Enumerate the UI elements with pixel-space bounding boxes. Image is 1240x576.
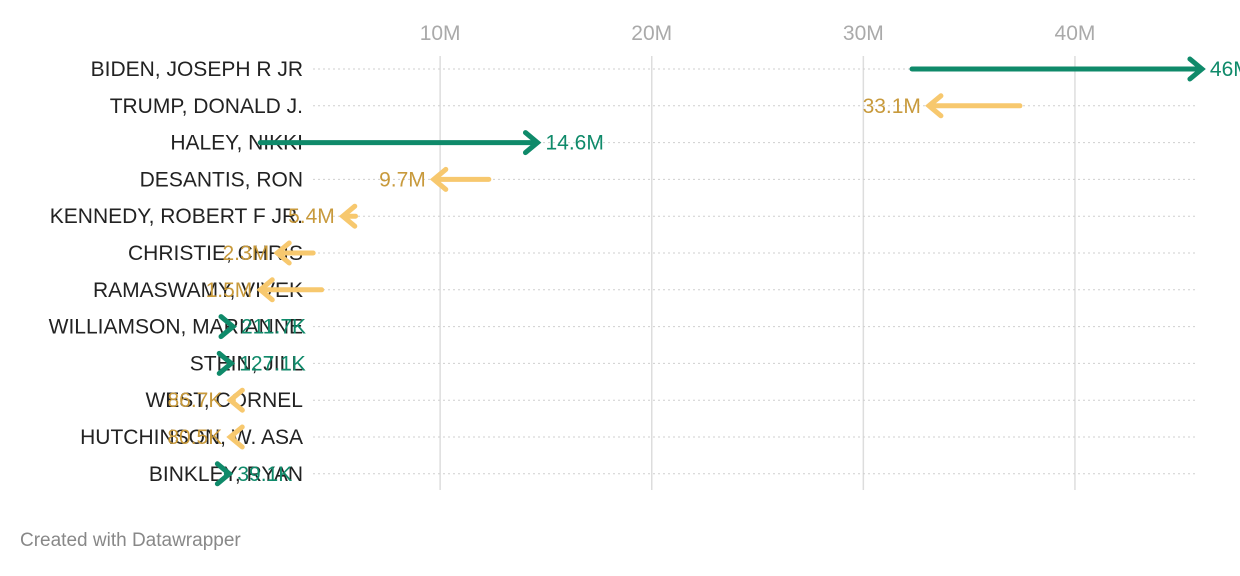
- value-label: 86.7K: [167, 389, 222, 412]
- value-label: 1.5M: [206, 279, 253, 302]
- category-label: WEST, CORNEL: [145, 389, 303, 412]
- value-label: 80.5K: [167, 426, 222, 449]
- category-label: BIDEN, JOSEPH R JR: [91, 58, 303, 81]
- arrow-head: [216, 350, 236, 376]
- arrow-head: [273, 240, 292, 266]
- arrow-head: [338, 203, 358, 229]
- value-label: 5.4M: [288, 205, 335, 228]
- category-label: TRUMP, DONALD J.: [110, 95, 303, 118]
- x-tick-label: 40M: [1055, 22, 1096, 45]
- value-label: 127.1K: [239, 352, 306, 375]
- x-axis-ticks: 10M 20M 30M 40M: [420, 22, 1096, 45]
- category-label: HALEY, NIKKI: [170, 132, 303, 155]
- chart-row: TRUMP, DONALD J. 33.1M: [110, 93, 1198, 119]
- category-label: KENNEDY, ROBERT F JR.: [50, 205, 303, 228]
- value-label: 211.7K: [241, 316, 306, 339]
- category-label: HUTCHINSON, W. ASA: [80, 426, 303, 449]
- arrow-head: [925, 93, 944, 119]
- chart-row: HALEY, NIKKI 14.6M: [170, 130, 1198, 156]
- arrow-head: [522, 130, 542, 156]
- value-label: 9.7M: [379, 168, 426, 191]
- value-label: 46M: [1210, 58, 1240, 81]
- footer-credit[interactable]: Created with Datawrapper: [20, 530, 241, 551]
- arrow-head: [214, 461, 234, 487]
- category-label: CHRISTIE, CHRIS: [128, 242, 303, 265]
- chart-rows: BIDEN, JOSEPH R JR 46M TRUMP, DONALD J. 33.…: [49, 56, 1240, 487]
- category-label: STEIN, JILL: [190, 352, 303, 375]
- chart-row: DESANTIS, RON 9.7M: [140, 166, 1198, 192]
- chart-row: KENNEDY, ROBERT F JR.5.4M: [50, 203, 1198, 229]
- x-tick-label: 30M: [843, 22, 884, 45]
- arrow-head: [226, 424, 245, 450]
- grid-lines: [439, 56, 1076, 490]
- chart-row: BIDEN, JOSEPH R JR 46M: [91, 56, 1240, 82]
- arrow-head: [429, 166, 449, 192]
- value-label: 14.6M: [545, 132, 603, 155]
- category-label: WILLIAMSON, MARIANNE: [49, 316, 303, 339]
- x-tick-label: 20M: [631, 22, 672, 45]
- value-label: 2.3M: [223, 242, 270, 265]
- arrow-head: [1187, 56, 1206, 82]
- category-label: DESANTIS, RON: [140, 168, 303, 191]
- category-label: RAMASWAMY, VIVEK: [93, 279, 303, 302]
- value-label: 39.1K: [237, 463, 292, 486]
- arrow-chart: 10M 20M 30M 40M BIDEN, JOSEPH R JR 46M TRUMP,…: [49, 22, 1240, 490]
- value-label: 33.1M: [863, 95, 921, 118]
- x-tick-label: 10M: [420, 22, 461, 45]
- arrow-head: [256, 277, 275, 303]
- arrow-head: [226, 387, 245, 413]
- arrow-head: [218, 314, 237, 340]
